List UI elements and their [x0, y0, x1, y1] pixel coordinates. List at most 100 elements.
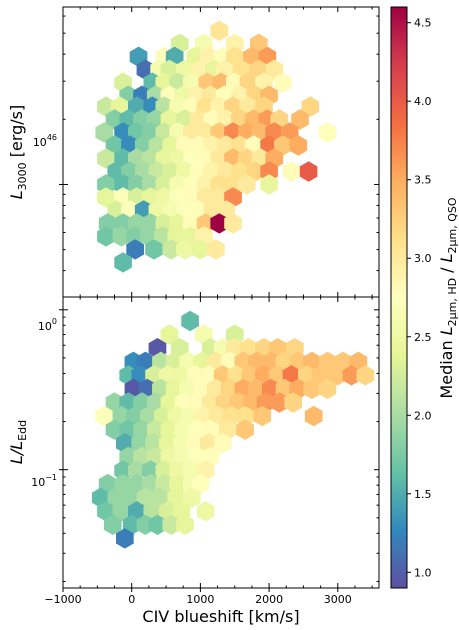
top-hexbin-cell [105, 135, 124, 156]
top-hexbin-cell [210, 213, 229, 234]
colorbar: 1.0 1.5 2.0 2.5 3.0 3.5 4.0 4.5 Median L2μm, HD… [390, 6, 459, 589]
colorbar-tick-label: 3.0 [414, 252, 432, 265]
top-hexbin-cell [299, 161, 318, 182]
x-tick-label: 2000 [255, 593, 283, 606]
top-y-axis-label: L3000 [erg/s] [7, 105, 29, 200]
top-hexbin-cell [97, 174, 115, 195]
x-tick-label: −1000 [44, 593, 81, 606]
bottom-hexbin-cell [112, 501, 131, 522]
top-panel: 1046 L3000 [erg/s] [7, 6, 380, 298]
colorbar-tick-label: 2.0 [414, 409, 432, 422]
bottom-hexbin-cell [328, 365, 347, 386]
x-tick-label: 1000 [186, 593, 214, 606]
colorbar-tick-label: 1.0 [414, 566, 432, 579]
top-hexbin-cells [95, 20, 337, 273]
bottom-hexbin-cell [270, 392, 289, 413]
bottom-hexbin-cell [236, 405, 254, 427]
x-axis-label: CIV blueshift [km/s] [142, 607, 299, 626]
bottom-hexbin-cell [318, 378, 337, 400]
bottom-hexbin-cell [183, 460, 201, 481]
bottom-hexbin-cell [148, 514, 167, 535]
bottom-hexbin-cell [342, 365, 361, 386]
top-hexbin-cell [207, 239, 225, 260]
x-tick-labels: −1000 0 1000 2000 3000 [44, 593, 351, 606]
bottom-panel-ticks [59, 297, 379, 592]
top-hexbin-cell [210, 174, 229, 195]
colorbar-tick-label: 4.0 [414, 95, 432, 108]
bottom-hexbin-cell [160, 324, 179, 345]
bottom-hexbin-cell [253, 405, 272, 427]
bottom-hexbin-cell [104, 514, 122, 535]
top-hexbin-cell [97, 148, 115, 169]
top-hexbin-cell [95, 122, 114, 143]
colorbar-tick-label: 4.5 [414, 17, 432, 30]
bottom-hexbin-cell [213, 433, 232, 454]
top-hexbin-cell [191, 239, 210, 260]
bottom-hexbin-cell [105, 419, 124, 440]
bottom-panel-frame [62, 296, 380, 589]
bottom-y-axis-label: L/LEdd [7, 420, 29, 464]
top-hexbin-cell [114, 252, 132, 273]
bottom-hexbin-cell [303, 378, 321, 400]
bottom-hexbin-cell [155, 460, 174, 481]
colorbar-tick-label: 3.5 [414, 174, 432, 187]
top-hexbin-cell [114, 174, 132, 195]
top-hexbin-cell [210, 20, 229, 41]
top-hexbin-cell [291, 109, 309, 130]
x-tick-label: 0 [128, 593, 135, 606]
top-hexbin-cell [260, 174, 278, 195]
colorbar-label: Median L2μm, HD / L2μm, QSO [437, 197, 459, 398]
top-hexbin-cell [155, 174, 174, 195]
bottom-hexbin-cell [162, 514, 180, 535]
bottom-hexbin-cell [183, 487, 201, 508]
bottom-hexbin-cell [95, 405, 114, 427]
top-hexbin-cell [183, 174, 201, 195]
top-hexbin-cell [97, 226, 115, 247]
colorbar-ticks: 1.0 1.5 2.0 2.5 3.0 3.5 4.0 4.5 [407, 17, 432, 579]
top-hexbin-cell [260, 161, 278, 182]
top-hexbin-cell [282, 161, 301, 182]
top-y-tick-label: 1046 [33, 133, 57, 149]
top-hexbin-cell [318, 122, 337, 143]
bottom-hexbin-cell [176, 514, 194, 535]
bottom-y-tick-label-1: 10−1 [31, 473, 57, 489]
top-hexbin-cell [126, 226, 144, 247]
top-hexbin-cell [128, 174, 146, 195]
colorbar-tick-label: 2.5 [414, 331, 432, 344]
top-hexbin-cell [153, 226, 172, 247]
bottom-hexbin-cell [114, 460, 132, 481]
top-hexbin-cell [176, 239, 194, 260]
bottom-hexbin-cell [196, 501, 215, 522]
top-hexbin-cell [105, 109, 124, 130]
bottom-hexbin-cell [128, 460, 146, 481]
top-hexbin-cell [112, 226, 131, 247]
bottom-panel: 100 10−1 L/LEdd −1000 0 1000 2000 3000 CIV b… [7, 296, 380, 626]
top-hexbin-cell [196, 174, 215, 195]
colorbar-tick-label: 1.5 [414, 488, 432, 501]
top-hexbin-cell [224, 174, 242, 195]
top-hexbin-cell [97, 187, 115, 208]
bottom-hexbin-cell [356, 365, 375, 386]
colorbar-gradient [390, 6, 408, 589]
top-hexbin-cell [301, 96, 320, 117]
bottom-hexbin-cell [236, 419, 254, 440]
top-hexbin-cell [162, 239, 180, 260]
bottom-hexbin-cell [284, 392, 302, 413]
top-hexbin-cell [274, 135, 292, 156]
x-tick-label: 3000 [324, 593, 352, 606]
bottom-hexbin-cell [116, 528, 134, 549]
top-hexbin-cell [169, 174, 187, 195]
top-hexbin-cell [141, 174, 160, 195]
bottom-y-tick-label-0: 100 [38, 317, 57, 333]
bottom-hexbin-cell [181, 310, 199, 332]
bottom-hexbin-cells [91, 310, 375, 549]
bottom-hexbin-cell [191, 473, 210, 495]
bottom-hexbin-cell [169, 460, 187, 481]
bottom-hexbin-cell [225, 324, 244, 345]
top-hexbin-cell [224, 213, 242, 234]
top-hexbin-cell [237, 174, 256, 195]
top-hexbin-cell [289, 135, 308, 156]
top-hexbin-cell [126, 239, 144, 260]
bottom-hexbin-cell [141, 460, 160, 481]
